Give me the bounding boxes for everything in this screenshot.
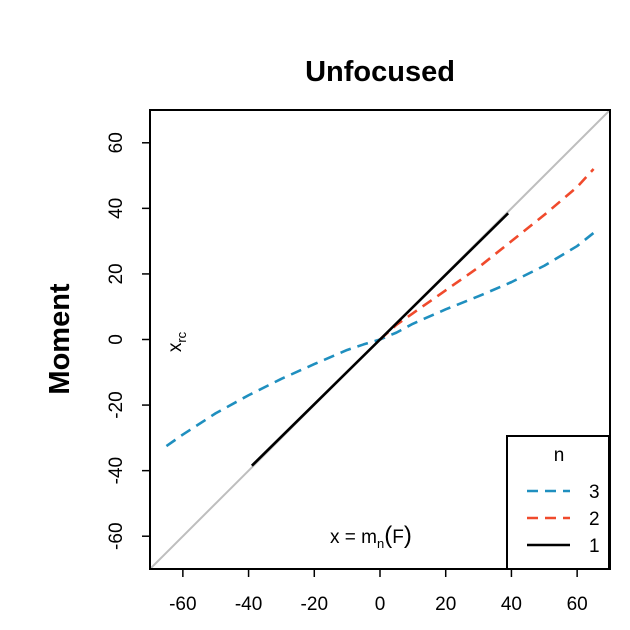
xrc-annotation: xrc: [165, 331, 189, 352]
xrc-main: x: [165, 342, 186, 352]
legend-label-n1: 1: [589, 536, 600, 557]
legend-label-n2: 2: [589, 509, 600, 530]
formula-rparen: ): [404, 522, 412, 549]
legend-box: [506, 435, 610, 570]
xrc-sub: rc: [174, 331, 189, 342]
x-tick-label: 20: [435, 594, 456, 615]
y-tick-label: -40: [106, 457, 127, 484]
x-tick-label: -40: [235, 594, 262, 615]
formula-lparen: (: [384, 522, 392, 549]
y-tick-label: 60: [106, 132, 127, 153]
y-tick-label: 40: [106, 198, 127, 219]
plot-area: [150, 110, 610, 569]
y-tick-label: 0: [106, 334, 127, 345]
y-tick-label: 20: [106, 263, 127, 284]
formula-post: F: [392, 527, 404, 548]
axes: -60 -40 -20 0 20 40 60 -60 -40 -20 0 20 40 60: [106, 132, 588, 615]
formula-annotation: x = mn(F): [330, 522, 412, 551]
x-tick-label: 60: [567, 594, 588, 615]
y-tick-label: -20: [106, 391, 127, 418]
svg-text:xrc: xrc: [165, 331, 189, 352]
legend-label-n3: 3: [589, 482, 600, 503]
x-tick-label: -60: [169, 594, 196, 615]
formula-sub: n: [377, 536, 384, 551]
y-axis-label: Moment: [44, 283, 76, 395]
legend: n 3 2 1: [506, 435, 610, 570]
chart-title: Unfocused: [305, 56, 455, 88]
x-tick-label: -20: [301, 594, 328, 615]
series-line-n1: [250, 212, 510, 467]
formula-pre: x = m: [330, 527, 377, 548]
svg-text:x = mn(F): x = mn(F): [330, 522, 412, 551]
x-tick-label: 40: [501, 594, 522, 615]
x-tick-label: 0: [375, 594, 386, 615]
legend-title: n: [554, 445, 565, 466]
y-tick-label: -60: [106, 522, 127, 549]
